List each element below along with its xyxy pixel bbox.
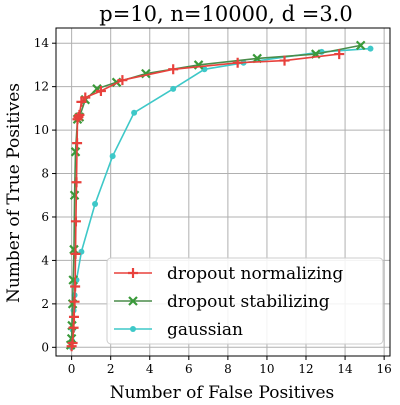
data-point-dropout-normalizing (168, 64, 179, 75)
data-point-dropout-normalizing (71, 177, 82, 188)
data-point-dropout-normalizing (69, 296, 80, 307)
y-tick-label: 8 (41, 167, 49, 181)
data-point-dropout-normalizing (232, 57, 243, 68)
data-point-gaussian (367, 45, 374, 52)
ticks: 0 2 4 6 8 10 12 14 16 0 2 4 6 8 10 12 14 (34, 36, 392, 376)
y-axis-label: Number of True Positives (4, 83, 24, 303)
x-tick-label: 2 (107, 362, 115, 376)
data-point-dropout-normalizing (68, 322, 79, 333)
chart-title: p=10, n=10000, d =3.0 (99, 2, 353, 26)
legend-label-dropout-stabilizing: dropout stabilizing (167, 292, 330, 312)
legend-label-gaussian: gaussian (167, 320, 243, 340)
data-point-dropout-normalizing (70, 248, 81, 259)
legend: dropout normalizing dropout stabilizing ga… (106, 257, 384, 345)
y-tick-label: 0 (41, 340, 49, 354)
x-tick-label: 12 (298, 362, 313, 376)
data-point-dropout-normalizing (80, 92, 91, 103)
y-tick-label: 6 (41, 210, 49, 224)
legend-marker-dropout-stabilizing (128, 296, 138, 306)
x-tick-label: 8 (224, 362, 232, 376)
x-tick-label: 0 (68, 362, 76, 376)
data-point-gaussian (170, 85, 177, 92)
data-point-gaussian (109, 153, 116, 160)
x-tick-label: 16 (376, 362, 391, 376)
data-point-gaussian (92, 200, 99, 207)
y-tick-label: 4 (41, 253, 49, 267)
legend-box (106, 257, 384, 345)
data-point-gaussian (131, 109, 138, 116)
y-tick-label: 2 (41, 297, 49, 311)
legend-marker-dropout-normalizing (128, 268, 138, 278)
x-tick-label: 6 (185, 362, 193, 376)
x-tick-label: 14 (337, 362, 353, 376)
data-point-dropout-normalizing (74, 109, 85, 120)
plot-frame (55, 27, 391, 357)
y-tick-label: 10 (34, 123, 49, 137)
data-point-dropout-normalizing (279, 55, 290, 66)
data-point-dropout-stabilizing (69, 244, 79, 255)
y-tick-label: 12 (34, 80, 49, 94)
data-point-dropout-stabilizing (70, 147, 81, 157)
legend-marker-gaussian (130, 326, 136, 332)
x-tick-label: 4 (146, 362, 154, 376)
series-dropout-normalizing (66, 49, 345, 352)
legend-label-dropout-normalizing: dropout normalizing (167, 264, 343, 284)
data-point-dropout-normalizing (70, 281, 81, 292)
y-tick-label: 14 (34, 36, 50, 50)
data-point-dropout-normalizing (95, 85, 106, 96)
data-point-dropout-stabilizing (355, 40, 366, 51)
series-layer (65, 40, 374, 352)
data-point-dropout-stabilizing (69, 190, 80, 201)
data-point-dropout-normalizing (68, 311, 79, 322)
data-point-dropout-normalizing (72, 138, 83, 149)
data-point-dropout-normalizing (334, 49, 345, 60)
x-axis-label: Number of False Positives (110, 383, 335, 400)
data-point-dropout-normalizing (117, 75, 128, 86)
data-point-dropout-normalizing (70, 216, 81, 227)
data-point-dropout-normalizing (67, 337, 78, 348)
x-tick-label: 10 (259, 362, 274, 376)
